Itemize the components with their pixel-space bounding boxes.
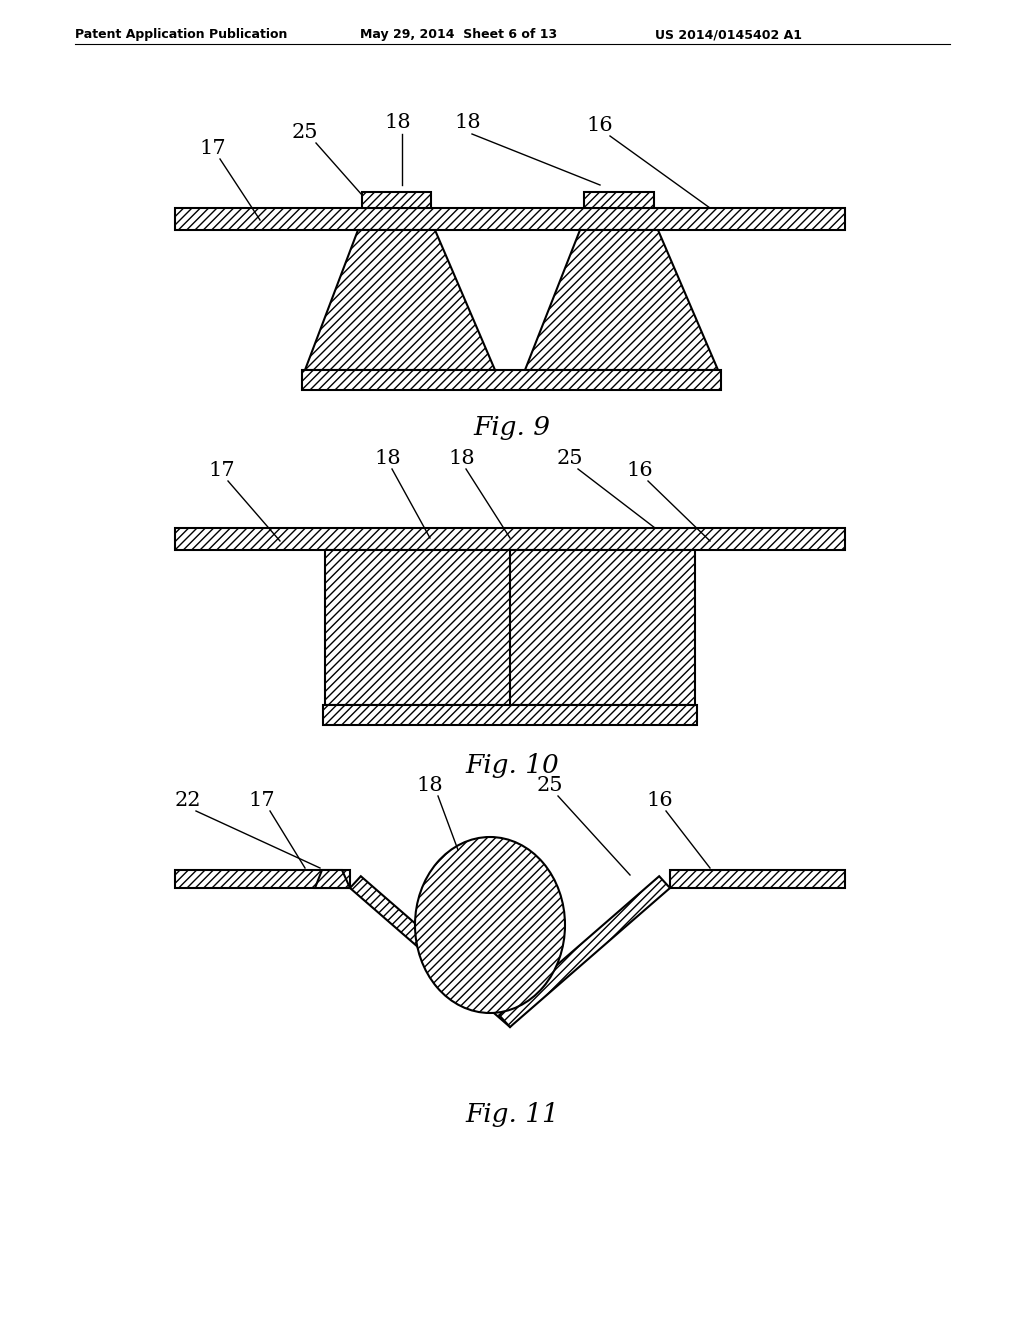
Bar <box>175 870 350 888</box>
Bar <box>175 209 845 230</box>
Text: 25: 25 <box>537 776 563 795</box>
Text: May 29, 2014  Sheet 6 of 13: May 29, 2014 Sheet 6 of 13 <box>360 28 557 41</box>
Bar <box>175 209 845 230</box>
Text: Patent Application Publication: Patent Application Publication <box>75 28 288 41</box>
Text: 18: 18 <box>375 449 401 469</box>
Text: 16: 16 <box>647 791 674 810</box>
Bar <box>325 550 695 705</box>
Text: US 2014/0145402 A1: US 2014/0145402 A1 <box>655 28 802 41</box>
Bar <box>323 705 697 725</box>
Polygon shape <box>499 876 670 1027</box>
Bar <box>325 550 695 705</box>
Bar <box>670 870 845 888</box>
Bar <box>584 191 654 209</box>
Text: 17: 17 <box>249 791 275 810</box>
Text: 17: 17 <box>209 461 236 480</box>
Bar <box>362 191 431 209</box>
Text: 18: 18 <box>385 114 412 132</box>
Text: 18: 18 <box>455 114 481 132</box>
Text: 16: 16 <box>587 116 613 135</box>
Text: 17: 17 <box>200 139 226 158</box>
Polygon shape <box>350 876 521 1027</box>
Polygon shape <box>305 230 495 370</box>
Bar <box>175 870 350 888</box>
Text: 25: 25 <box>292 123 318 143</box>
Text: 18: 18 <box>417 776 443 795</box>
Bar <box>302 370 721 389</box>
Text: 25: 25 <box>557 449 584 469</box>
Text: 16: 16 <box>627 461 653 480</box>
Bar <box>175 528 845 550</box>
Text: Fig. 11: Fig. 11 <box>465 1102 559 1127</box>
Text: Fig. 9: Fig. 9 <box>473 414 551 440</box>
Text: Fig. 10: Fig. 10 <box>465 752 559 777</box>
Bar <box>302 370 721 389</box>
Bar <box>584 191 654 209</box>
Bar <box>175 528 845 550</box>
Ellipse shape <box>415 837 565 1012</box>
Polygon shape <box>525 230 718 370</box>
Text: 22: 22 <box>175 791 202 810</box>
Text: 18: 18 <box>449 449 475 469</box>
Bar <box>670 870 845 888</box>
Bar <box>323 705 697 725</box>
Bar <box>362 191 431 209</box>
Polygon shape <box>315 870 350 888</box>
